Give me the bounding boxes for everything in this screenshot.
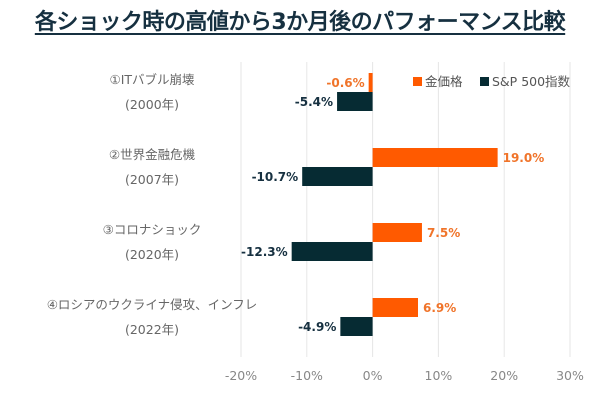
category-label: ②世界金融危機 bbox=[109, 147, 196, 162]
category-label-year: (2007年) bbox=[125, 172, 179, 187]
x-axis-ticks: -20% -10% 0% 10% 20% 30% bbox=[225, 368, 584, 383]
bar-sp500 bbox=[340, 317, 373, 336]
gridlines bbox=[240, 62, 571, 357]
data-label: -10.7% bbox=[252, 170, 299, 184]
bar-gold bbox=[368, 73, 373, 92]
bar-sp500 bbox=[337, 92, 373, 111]
category-labels: ①ITバブル崩壊 (2000年) ②世界金融危機 (2007年) ③コロナショック (20… bbox=[47, 72, 258, 337]
bar-sp500 bbox=[302, 167, 373, 186]
x-tick-label: -20% bbox=[225, 368, 257, 383]
data-label: -0.6% bbox=[326, 76, 364, 90]
chart-title: 各ショック時の高値から3か月後のパフォーマンス比較 bbox=[0, 4, 600, 36]
x-tick-label: 20% bbox=[490, 368, 518, 383]
bar-sp500 bbox=[291, 242, 373, 261]
data-label: -4.9% bbox=[298, 320, 336, 334]
x-tick-label: 10% bbox=[425, 368, 453, 383]
legend-label-sp500: S&P 500指数 bbox=[492, 74, 571, 89]
x-tick-label: 0% bbox=[363, 368, 383, 383]
data-label: 19.0% bbox=[503, 151, 545, 165]
bar-gold bbox=[372, 148, 498, 167]
category-label-year: (2022年) bbox=[125, 322, 179, 337]
bar-gold bbox=[372, 223, 422, 242]
x-tick-label: 30% bbox=[556, 368, 584, 383]
category-label-year: (2020年) bbox=[125, 247, 179, 262]
category-label: ③コロナショック bbox=[103, 222, 202, 237]
legend-swatch-sp500 bbox=[480, 77, 489, 86]
bars bbox=[291, 73, 498, 336]
category-label: ①ITバブル崩壊 bbox=[109, 72, 195, 87]
legend: 金価格 S&P 500指数 bbox=[413, 74, 571, 89]
data-label: 6.9% bbox=[423, 301, 456, 315]
legend-label-gold: 金価格 bbox=[425, 74, 463, 89]
legend-swatch-gold bbox=[413, 77, 422, 86]
data-label: -12.3% bbox=[241, 245, 288, 259]
category-label: ④ロシアのウクライナ侵攻、インフレ bbox=[47, 297, 258, 312]
data-label: -5.4% bbox=[295, 95, 333, 109]
chart-title-text: 各ショック時の高値から3か月後のパフォーマンス比較 bbox=[34, 10, 566, 35]
category-label-year: (2000年) bbox=[125, 97, 179, 112]
data-label: 7.5% bbox=[427, 226, 460, 240]
x-tick-label: -10% bbox=[291, 368, 323, 383]
bar-gold bbox=[372, 298, 419, 317]
data-labels: -0.6% 19.0% 7.5% 6.9% -5.4% -10.7% -12.3% -4.9% bbox=[241, 76, 544, 334]
